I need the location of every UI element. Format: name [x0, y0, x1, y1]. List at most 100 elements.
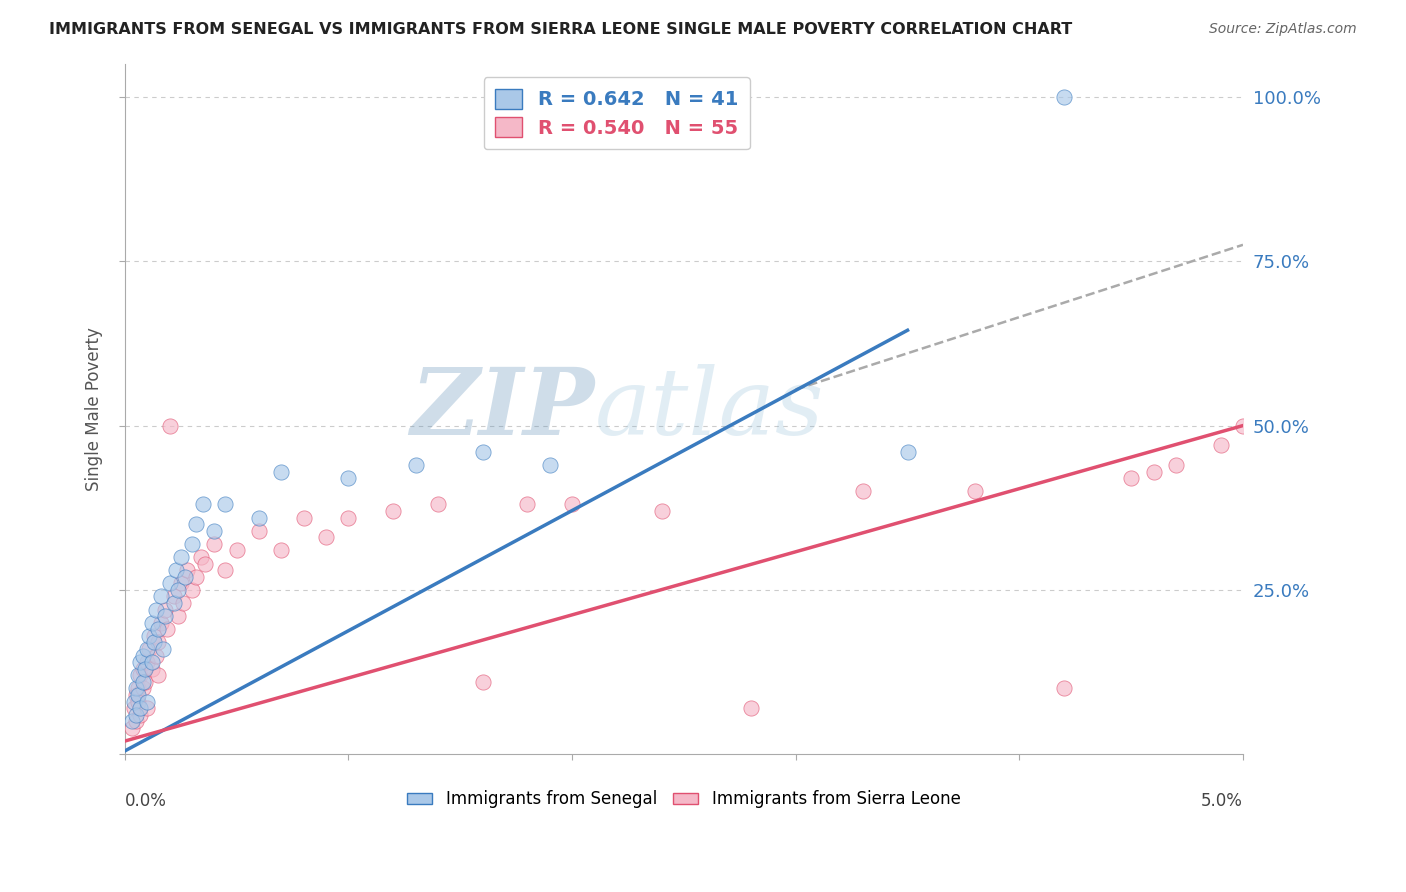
Point: [156, 623, 179, 637]
Point: [292, 510, 315, 524]
Text: IMMIGRANTS FROM SENEGAL VS IMMIGRANTS FROM SIERRA LEONE SINGLE MALE POVERTY CORR: IMMIGRANTS FROM SENEGAL VS IMMIGRANTS FR…: [49, 22, 1073, 37]
Point: [142, 635, 165, 649]
Point: [159, 576, 181, 591]
Point: [125, 707, 148, 722]
Point: [129, 707, 152, 722]
Point: [471, 674, 494, 689]
Point: [1142, 465, 1164, 479]
Point: [121, 721, 143, 735]
Point: [202, 537, 225, 551]
Point: [190, 549, 212, 564]
Point: [426, 498, 449, 512]
Point: [170, 549, 193, 564]
Point: [651, 504, 673, 518]
Point: [225, 543, 247, 558]
Point: [165, 563, 187, 577]
Point: [148, 668, 170, 682]
Point: [180, 582, 202, 597]
Point: [149, 590, 172, 604]
Point: [896, 445, 918, 459]
Point: [315, 530, 337, 544]
Point: [740, 701, 762, 715]
Point: [214, 563, 236, 577]
Point: [247, 510, 270, 524]
Point: [202, 524, 225, 538]
Point: [148, 635, 170, 649]
Point: [1164, 458, 1187, 472]
Point: [194, 557, 217, 571]
Point: [136, 642, 159, 657]
Point: [134, 674, 156, 689]
Point: [121, 714, 143, 729]
Point: [149, 615, 172, 630]
Point: [163, 590, 186, 604]
Point: [125, 688, 148, 702]
Point: [471, 445, 494, 459]
Point: [129, 701, 152, 715]
Point: [337, 471, 360, 485]
Text: 0.0%: 0.0%: [125, 792, 167, 810]
Text: atlas: atlas: [595, 364, 824, 454]
Point: [1053, 681, 1076, 696]
Text: Source: ZipAtlas.com: Source: ZipAtlas.com: [1209, 22, 1357, 37]
Point: [382, 504, 405, 518]
Point: [153, 602, 176, 616]
Point: [127, 681, 149, 696]
Point: [132, 648, 155, 663]
Point: [159, 418, 181, 433]
Point: [214, 498, 236, 512]
Point: [1121, 471, 1143, 485]
Point: [163, 596, 186, 610]
Point: [145, 602, 167, 616]
Text: 5.0%: 5.0%: [1201, 792, 1243, 810]
Point: [1232, 418, 1254, 433]
Point: [561, 498, 583, 512]
Point: [127, 688, 149, 702]
Point: [152, 642, 174, 657]
Point: [852, 484, 875, 499]
Point: [127, 668, 149, 682]
Point: [270, 543, 292, 558]
Point: [127, 695, 149, 709]
Point: [963, 484, 986, 499]
Point: [141, 615, 163, 630]
Point: [270, 465, 292, 479]
Point: [141, 662, 163, 676]
Point: [337, 510, 360, 524]
Point: [1209, 438, 1232, 452]
Point: [145, 648, 167, 663]
Point: [136, 695, 159, 709]
Point: [132, 674, 155, 689]
Point: [138, 642, 160, 657]
Point: [516, 498, 538, 512]
Point: [180, 537, 202, 551]
Point: [138, 629, 160, 643]
Point: [132, 681, 155, 696]
Point: [122, 695, 145, 709]
Point: [142, 629, 165, 643]
Point: [148, 623, 170, 637]
Point: [136, 655, 159, 669]
Point: [174, 570, 197, 584]
Point: [1053, 90, 1076, 104]
Point: [141, 655, 163, 669]
Point: [247, 524, 270, 538]
Point: [167, 582, 190, 597]
Point: [170, 576, 193, 591]
Y-axis label: Single Male Poverty: Single Male Poverty: [86, 327, 103, 491]
Point: [186, 570, 208, 584]
Point: [538, 458, 561, 472]
Point: [125, 681, 148, 696]
Point: [191, 498, 214, 512]
Point: [186, 517, 208, 532]
Legend: Immigrants from Senegal, Immigrants from Sierra Leone: Immigrants from Senegal, Immigrants from…: [401, 783, 967, 815]
Point: [167, 609, 190, 624]
Point: [122, 701, 145, 715]
Text: ZIP: ZIP: [411, 364, 595, 454]
Point: [129, 655, 152, 669]
Point: [134, 662, 156, 676]
Point: [132, 662, 155, 676]
Point: [125, 714, 148, 729]
Point: [176, 563, 198, 577]
Point: [136, 701, 159, 715]
